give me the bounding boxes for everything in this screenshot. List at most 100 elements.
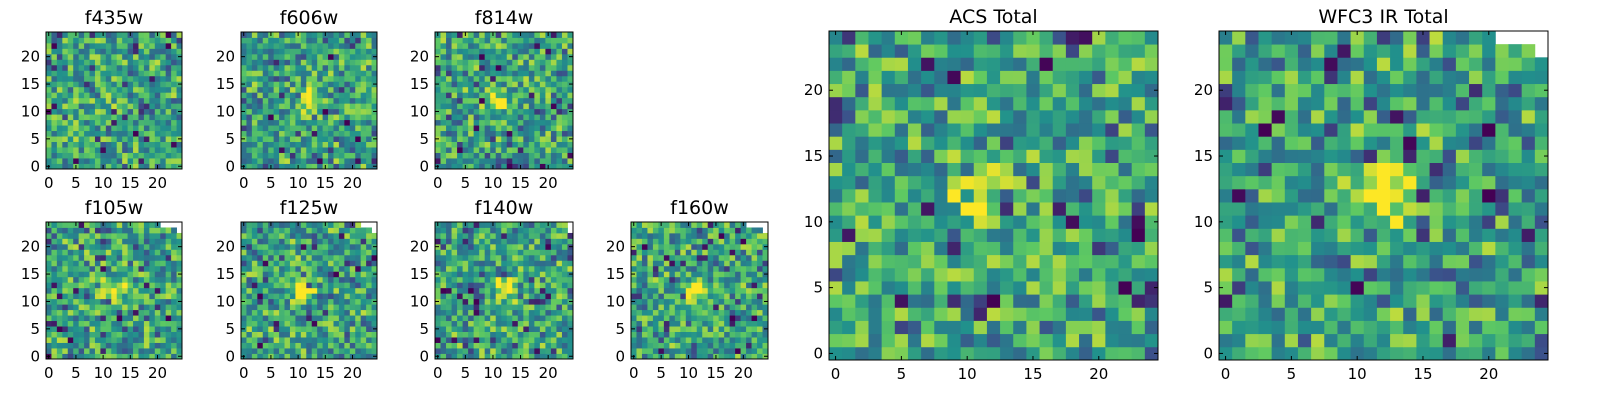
- heatmap-cell: [371, 119, 378, 126]
- heatmap-cell: [484, 238, 491, 245]
- heatmap-cell: [484, 309, 491, 316]
- heatmap-cell: [268, 152, 275, 159]
- heatmap-cell: [479, 249, 486, 256]
- heatmap-cell: [1013, 320, 1027, 335]
- heatmap-cell: [344, 304, 351, 311]
- heatmap-cell: [567, 287, 574, 294]
- heatmap-cell: [545, 158, 552, 164]
- heatmap-cell: [322, 108, 329, 115]
- heatmap-cell: [100, 315, 107, 322]
- heatmap-cell: [473, 331, 480, 338]
- heatmap-cell: [289, 119, 296, 126]
- heatmap-cell: [479, 53, 486, 60]
- heatmap-cell: [757, 337, 763, 343]
- y-tick-label: 10: [21, 292, 40, 310]
- heatmap-cell: [539, 337, 546, 343]
- heatmap-cell: [317, 293, 323, 300]
- heatmap-cell: [84, 64, 90, 71]
- heatmap-cell: [89, 32, 96, 38]
- heatmap-cell: [550, 130, 557, 137]
- heatmap-cell: [561, 103, 568, 110]
- heatmap-cell: [289, 342, 296, 349]
- heatmap-cell: [545, 287, 552, 294]
- heatmap-cell: [46, 70, 52, 77]
- heatmap-cell: [947, 149, 961, 163]
- heatmap-cell: [149, 114, 156, 121]
- heatmap-cell: [691, 287, 698, 294]
- heatmap-cell: [528, 86, 535, 93]
- heatmap-cell: [561, 108, 568, 115]
- heatmap-cell: [306, 103, 313, 110]
- heatmap-cell: [556, 260, 563, 267]
- heatmap-cell: [138, 320, 145, 327]
- heatmap-cell: [550, 293, 557, 300]
- heatmap-cell: [171, 260, 177, 267]
- heatmap-cell: [328, 97, 334, 104]
- heatmap-cell: [306, 163, 313, 170]
- heatmap-cell: [116, 75, 123, 82]
- heatmap-cell: [133, 152, 139, 159]
- heatmap-cell: [111, 353, 118, 360]
- heatmap-cell: [457, 97, 463, 104]
- heatmap-cell: [284, 119, 291, 126]
- heatmap-cell: [1079, 254, 1093, 269]
- heatmap-cell: [349, 227, 356, 234]
- heatmap-cell: [257, 282, 264, 289]
- heatmap-cell: [371, 130, 378, 137]
- heatmap-cell: [154, 276, 161, 283]
- heatmap-cell: [262, 108, 269, 115]
- heatmap-cell: [300, 254, 307, 261]
- heatmap-cell: [306, 227, 313, 234]
- heatmap-cell: [1118, 228, 1133, 242]
- heatmap-cell: [111, 254, 118, 261]
- heatmap-cell: [176, 59, 183, 66]
- heatmap-cell: [567, 103, 574, 110]
- heatmap-cell: [51, 158, 58, 164]
- heatmap-cell: [707, 232, 714, 239]
- heatmap-cell: [51, 141, 58, 148]
- heatmap-cell: [556, 249, 563, 256]
- heatmap-cell: [462, 158, 469, 164]
- heatmap-cell: [907, 320, 922, 335]
- heatmap-cell: [550, 59, 557, 66]
- heatmap-cell: [94, 152, 101, 159]
- heatmap-cell: [528, 75, 535, 82]
- heatmap-cell: [246, 37, 253, 44]
- heatmap-cell: [279, 243, 285, 250]
- heatmap-cell: [713, 271, 720, 278]
- heatmap-cell: [468, 125, 475, 132]
- heatmap-cell: [1105, 241, 1119, 256]
- heatmap-cell: [550, 265, 557, 272]
- heatmap-cell: [669, 309, 676, 316]
- heatmap-cell: [366, 42, 372, 49]
- heatmap-cell: [484, 81, 491, 88]
- heatmap-cell: [636, 348, 643, 354]
- heatmap-cell: [986, 188, 1001, 203]
- y-tick-label: 15: [21, 265, 40, 283]
- heatmap-cell: [457, 103, 463, 110]
- heatmap-cell: [534, 147, 541, 153]
- heatmap-cell: [685, 342, 692, 349]
- heatmap-cell: [138, 326, 145, 332]
- heatmap-cell: [94, 287, 101, 294]
- heatmap-cell: [273, 114, 280, 121]
- heatmap-cell: [355, 37, 362, 44]
- heatmap-cell: [241, 304, 247, 311]
- heatmap-cell: [652, 353, 659, 360]
- heatmap-cell: [506, 249, 513, 256]
- heatmap-cell: [735, 260, 741, 267]
- heatmap-cell: [338, 64, 345, 71]
- heatmap-cell: [295, 282, 302, 289]
- heatmap-cell: [501, 282, 508, 289]
- heatmap-cell: [149, 108, 156, 115]
- heatmap-cell: [62, 222, 69, 228]
- heatmap-cell: [468, 265, 475, 272]
- heatmap-cell: [561, 353, 568, 360]
- heatmap-cell: [241, 238, 247, 245]
- heatmap-cell: [160, 260, 167, 267]
- heatmap-cell: [289, 64, 296, 71]
- heatmap-cell: [501, 37, 508, 44]
- heatmap-cell: [440, 130, 447, 137]
- heatmap-cell: [468, 260, 475, 267]
